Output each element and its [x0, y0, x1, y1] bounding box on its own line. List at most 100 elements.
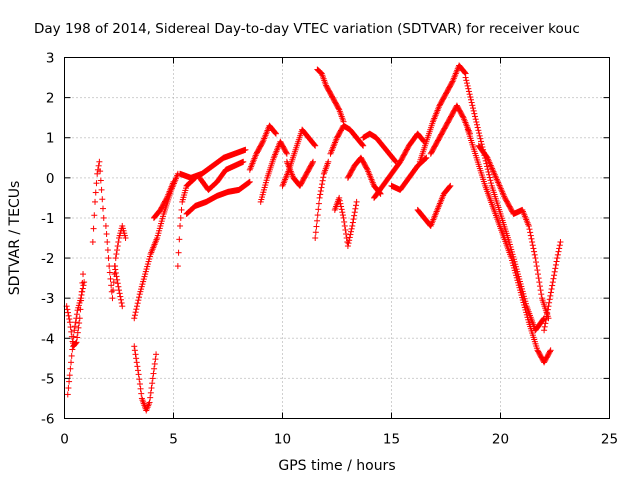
data-point	[107, 275, 114, 282]
data-point	[143, 266, 150, 273]
data-point	[113, 273, 120, 280]
data-point	[135, 297, 142, 304]
y-tick-labels: 3 2 1 0 -1 -2 -3 -4 -5 -6	[41, 51, 54, 428]
data-point	[538, 291, 545, 298]
data-point	[110, 287, 117, 294]
data-point	[93, 180, 100, 187]
data-point	[141, 273, 148, 280]
data-point	[542, 320, 549, 327]
data-point	[80, 271, 87, 278]
x-tick-label: 15	[383, 432, 400, 448]
data-point	[474, 124, 481, 131]
data-point	[90, 225, 97, 232]
data-point	[112, 255, 119, 262]
x-tick-label: 20	[492, 432, 509, 448]
data-point	[548, 285, 555, 292]
data-point	[349, 219, 356, 226]
data-point	[477, 135, 484, 142]
chart-title: Day 198 of 2014, Sidereal Day-to-day VTE…	[34, 21, 580, 37]
data-point	[113, 251, 120, 258]
data-point	[540, 316, 547, 323]
data-point	[314, 217, 321, 224]
data-point	[133, 359, 140, 366]
data-point	[176, 236, 183, 243]
data-point	[66, 372, 73, 379]
data-point	[534, 267, 541, 274]
data-point	[484, 166, 491, 173]
data-point	[66, 316, 73, 323]
data-point	[461, 69, 468, 76]
data-point	[117, 296, 124, 303]
data-point	[318, 184, 325, 191]
data-point	[476, 130, 483, 137]
data-point	[319, 177, 326, 184]
data-point	[478, 138, 485, 145]
data-point	[484, 163, 491, 170]
data-point	[485, 168, 492, 175]
x-tick-label: 25	[601, 432, 618, 448]
data-point	[475, 127, 482, 134]
data-point	[531, 251, 538, 258]
y-tick-label: -2	[41, 251, 54, 267]
data-point	[469, 102, 476, 109]
data-point	[351, 209, 358, 216]
data-point	[147, 394, 154, 401]
data-point	[551, 272, 558, 279]
data-point	[142, 268, 149, 275]
data-point	[144, 261, 151, 268]
data-point	[146, 399, 153, 406]
data-point	[311, 141, 318, 148]
data-point	[547, 347, 554, 354]
data-point	[100, 214, 107, 221]
data-point	[557, 239, 564, 246]
data-point	[71, 323, 78, 330]
data-point	[77, 306, 84, 313]
data-point	[466, 91, 473, 98]
data-point	[73, 311, 80, 318]
data-point	[65, 385, 72, 392]
data-point	[467, 96, 474, 103]
data-point	[474, 121, 481, 128]
data-point	[345, 240, 352, 247]
data-point	[336, 194, 343, 201]
data-point	[139, 281, 146, 288]
data-point	[78, 288, 85, 295]
data-point	[72, 319, 79, 326]
data-point	[97, 177, 104, 184]
data-point	[135, 371, 142, 378]
data-point	[471, 110, 478, 117]
data-point	[283, 149, 290, 156]
data-point	[546, 299, 553, 306]
data-point	[549, 282, 556, 289]
data-point	[246, 178, 253, 185]
data-point	[137, 385, 144, 392]
data-point	[313, 223, 320, 230]
data-point	[94, 170, 101, 177]
data-point	[106, 263, 113, 270]
data-point	[352, 205, 359, 212]
data-point	[108, 282, 115, 289]
data-point	[535, 275, 542, 282]
data-point	[89, 239, 96, 246]
data-point	[75, 324, 82, 331]
data-point	[469, 105, 476, 112]
data-point	[66, 378, 73, 385]
data-point	[136, 376, 143, 383]
data-point	[151, 365, 158, 372]
data-point	[283, 150, 290, 157]
data-point	[111, 263, 118, 270]
data-point	[136, 291, 143, 298]
data-point	[360, 142, 367, 149]
data-point	[79, 285, 86, 292]
data-point	[272, 129, 279, 136]
data-point	[448, 79, 455, 86]
data-point	[178, 206, 185, 213]
data-point	[116, 290, 123, 297]
data-point	[145, 258, 152, 265]
data-point	[97, 168, 104, 175]
data-point	[78, 297, 85, 304]
data-point	[343, 230, 350, 237]
data-point	[131, 343, 138, 350]
data-point	[527, 232, 534, 239]
data-point	[144, 263, 151, 270]
